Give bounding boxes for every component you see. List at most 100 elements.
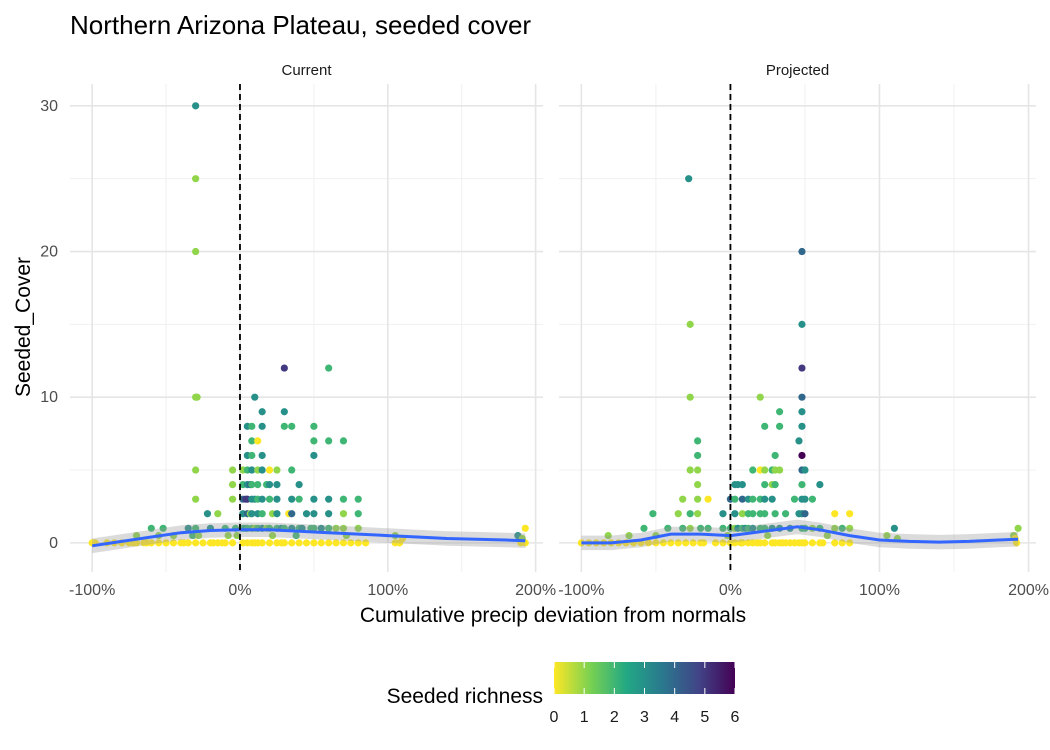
data-point [310,524,318,532]
data-point [694,451,702,460]
data-point [781,510,790,518]
data-point [771,480,779,489]
data-point [761,539,769,547]
data-point [679,495,687,503]
panel-current: Current -100% 0% 100% 200% 0 10 20 30 [40,62,556,599]
data-point [761,495,769,503]
data-point [679,524,687,532]
data-point [265,480,274,489]
data-point [801,510,809,518]
data-point [823,531,831,540]
x-tick-label: 0% [228,582,251,599]
data-point [292,531,300,540]
data-point [354,510,362,518]
data-point [704,524,712,532]
data-point [325,364,333,372]
x-tick-label: 0% [719,582,742,599]
data-point [248,422,256,430]
data-point [795,437,803,445]
data-point [280,364,288,372]
data-point [248,510,256,518]
data-point [697,524,705,532]
colorbar-tick-label: 1 [580,709,589,726]
data-point [325,495,333,503]
data-point [354,495,362,503]
data-point [248,451,256,460]
data-point [258,510,266,518]
data-point [147,539,155,547]
data-point [686,466,694,474]
data-point [288,510,296,518]
data-point [731,539,739,547]
data-point [228,495,237,503]
data-point [749,466,757,474]
colorbar-tick-label: 0 [550,709,559,726]
data-point [288,422,296,430]
data-point [704,495,712,503]
data-point [224,531,232,540]
data-point [831,539,839,547]
colorbar-ticks: 0 1 2 3 4 5 6 [550,662,740,726]
data-point [273,510,281,518]
data-point [1014,524,1022,532]
data-point [132,539,141,547]
data-point [761,422,769,430]
data-point [268,531,277,540]
panel-strip-label: Projected [766,62,829,79]
data-point [694,510,702,518]
data-point [192,247,200,256]
data-point [846,510,854,518]
data-point [310,437,318,445]
data-point [339,539,348,547]
x-tick-label: 100% [859,582,900,599]
data-point [577,539,585,547]
data-point [798,364,806,372]
data-point [816,480,824,489]
data-point [310,422,318,430]
data-point [192,539,200,547]
data-point [332,524,340,532]
data-point [169,539,178,547]
colorbar-tick-label: 4 [670,709,679,726]
data-point [761,480,769,489]
chart-title: Northern Arizona Plateau, seeded cover [70,10,531,40]
data-point [203,510,212,518]
data-point [192,175,200,183]
data-point [838,524,846,532]
data-point [890,524,898,532]
data-point [184,524,192,532]
colorbar-tick-label: 2 [610,709,619,726]
colorbar-tick-label: 3 [640,709,649,726]
data-point [214,510,222,518]
data-point [761,510,769,518]
data-point [248,466,256,474]
data-point [310,510,318,518]
data-point [258,408,266,416]
y-tick-label: 10 [40,389,58,406]
x-tick-label: 200% [1008,582,1049,599]
data-point [189,531,197,540]
data-point [771,451,779,460]
data-point [682,539,690,547]
panel-strip-label: Current [281,62,332,79]
data-point [192,495,200,503]
data-point [761,466,769,474]
data-point [694,466,702,474]
data-point [738,510,746,518]
data-point [652,539,660,547]
x-axis-title: Cumulative precip deviation from normals [360,604,746,627]
data-point [302,510,311,518]
data-point [339,437,348,445]
data-point [659,539,667,547]
data-point [694,437,702,445]
data-point [339,495,348,503]
data-point [685,175,693,183]
data-point [768,495,776,503]
data-point [295,480,303,489]
data-point [738,495,746,503]
data-point [248,480,256,489]
data-point [192,102,200,110]
data-point [798,320,806,328]
panels: Current -100% 0% 100% 200% 0 10 20 30 Projected -1… [40,62,1049,599]
